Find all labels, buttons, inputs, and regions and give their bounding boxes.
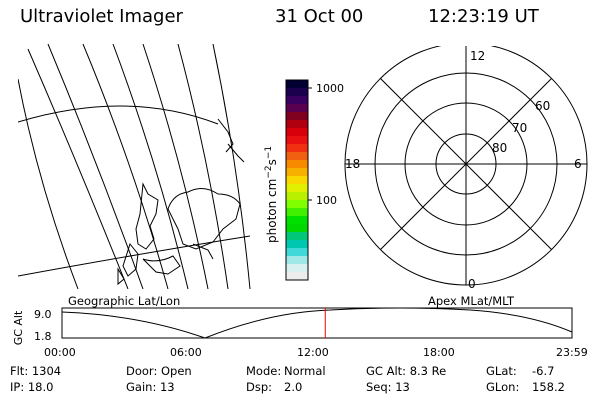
colorbar-cell [286,144,308,153]
colorbar: 1000 100 photon cm−2s−1 [264,79,344,281]
meridian-line [18,78,79,289]
colorbar-cell [286,216,308,225]
time-tick-label: 06:00 [170,346,202,359]
colorbar-cell [286,120,308,129]
gain-value: Gain: 13 [126,380,175,394]
time-tick-label: 12:00 [297,346,329,359]
colorbar-cell [286,96,308,105]
colorbar-cell [286,104,308,113]
colorbar-cell [286,272,308,281]
colorbar-cell [286,152,308,161]
colorbar-cell [286,224,308,233]
colorbar-cell [286,200,308,209]
time-tick-label: 23:59 [556,346,588,359]
colorbar-tick-label: 100 [316,194,337,207]
glat-label: GLat: [486,364,517,378]
colorbar-cell [286,192,308,201]
mode-value: Normal [284,364,326,378]
glon-label: GLon: [486,380,520,394]
colorbar-cell [286,112,308,121]
altitude-plot: GC Alt 9.0 1.8 00:00 06:00 12:00 18:00 2… [12,307,588,359]
lat-label-60: 60 [535,99,550,113]
latitude-line [18,105,219,125]
colorbar-cell [286,176,308,185]
colorbar-cell [286,232,308,241]
colorbar-cell [286,256,308,265]
altitude-frame [61,307,573,339]
colorbar-cell [286,168,308,177]
meridian-line [177,44,229,289]
lat-label-70: 70 [512,121,527,135]
colorbar-label: photon cm−2s−1 [264,146,279,243]
colorbar-cell [286,80,308,89]
colorbar-cell [286,184,308,193]
colorbar-cell [286,264,308,273]
colorbar-cell [286,128,308,137]
altitude-tick-label: 9.0 [34,308,52,321]
gc-altitude: GC Alt: 8.3 Re [366,364,447,378]
mlt-label-18: 18 [345,157,360,171]
glat-value: -6.7 [532,364,555,378]
mode-label: Mode: [246,364,282,378]
colorbar-cell [286,240,308,249]
latitude-line [18,235,251,277]
colorbar-cell [286,248,308,257]
dsp-value: 2.0 [284,380,303,394]
time-label: 12:23:19 UT [428,6,539,27]
altitude-tick-label: 1.8 [34,330,52,343]
time-tick-label: 00:00 [44,346,76,359]
lat-label-80: 80 [492,141,507,155]
colorbar-frame [285,79,309,281]
mlt-label-6: 6 [574,157,582,171]
meridian-line [27,48,129,289]
glon-value: 158.2 [532,380,565,394]
meridian-line [142,44,209,289]
mlt-label-0: 0 [468,277,476,290]
meridian-line [112,44,189,289]
polar-projection-label: Apex MLat/MLT [428,294,515,308]
colorbar-cell [286,160,308,169]
polar-plot: 12 18 6 0 60 70 80 [344,46,588,290]
map-projection-label: Geographic Lat/Lon [68,294,181,308]
time-tick-label: 18:00 [423,346,455,359]
altitude-curve [61,307,573,339]
colorbar-cell [286,88,308,97]
colorbar-tick-label: 1000 [316,82,344,95]
polar-diagonal [380,78,552,250]
colorbar-cell [286,136,308,145]
mlt-label-12: 12 [470,49,485,63]
colorbar-cell [286,208,308,217]
geographic-map [18,44,251,289]
flight-number: Flt: 1304 [10,364,62,378]
meridian-line [82,44,169,289]
date-label: 31 Oct 00 [275,6,364,27]
meridian-line [47,44,144,289]
ip-value: IP: 18.0 [10,380,54,394]
coastline [117,118,245,286]
dsp-label: Dsp: [246,380,273,394]
door-status: Door: Open [126,364,192,378]
instrument-title: Ultraviolet Imager [20,6,183,27]
meridian-line [212,44,251,289]
sequence-number: Seq: 13 [366,380,410,394]
altitude-axis-label: GC Alt [12,310,25,345]
